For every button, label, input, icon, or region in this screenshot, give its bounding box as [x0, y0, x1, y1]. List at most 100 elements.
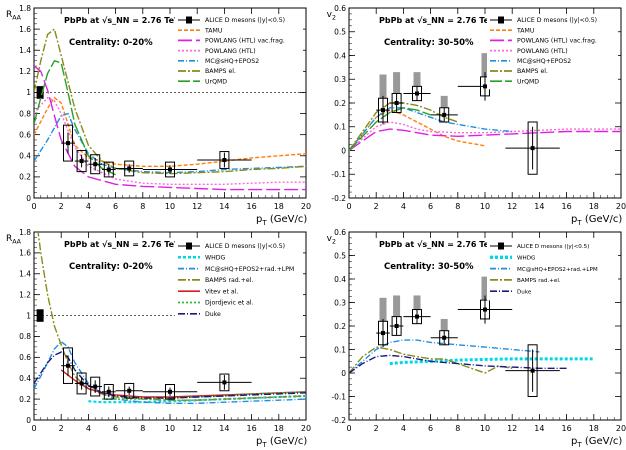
collision-energy-label: √s_NN = 2.76 TeV: [102, 240, 181, 249]
x-tick-label: 6: [428, 424, 433, 433]
legend-label: POWLANG (HTL): [517, 48, 568, 55]
y-tick-label: 0.4: [334, 51, 346, 60]
y-tick-label: 0: [26, 194, 31, 203]
y-tick-label: 1.4: [19, 46, 31, 55]
collision-system-label: PbPb at √s_NN = 2.76 TeV: [379, 240, 496, 249]
x-tick-label: 8: [455, 424, 460, 433]
series-curve-bamps-el-: [349, 102, 459, 151]
data-point: [394, 101, 399, 105]
series-curve-whdg: [389, 357, 594, 366]
x-tick-label: 0: [346, 202, 351, 211]
legend-label: POWLANG (HTL) vac.frag.: [517, 38, 597, 45]
data-point: [168, 389, 172, 394]
x-tick-label: 4: [401, 424, 406, 433]
alice-data: [376, 53, 560, 175]
x-tick-label: 4: [86, 202, 91, 211]
y-tick-label: 0.1: [334, 345, 346, 354]
legend-label: Vitev et al.: [205, 288, 238, 295]
alice-data: [61, 347, 252, 400]
data-point: [66, 363, 70, 368]
data-point: [530, 368, 535, 373]
x-tick-label: 16: [247, 424, 257, 433]
series-curve-powlang-htl-: [349, 121, 621, 152]
x-tick-label: 12: [507, 202, 517, 211]
legend-label: MC@sHQ+EPOS2+rad.+LPM: [517, 267, 598, 273]
x-tick-label: 6: [113, 202, 118, 211]
data-point: [381, 331, 385, 336]
centrality-label: Centrality: 30-50%: [384, 38, 474, 48]
x-tick-label: 8: [140, 424, 145, 433]
y-tick-label: 0.2: [334, 322, 346, 331]
legend-label: BAMPS el.: [517, 68, 548, 75]
chart-panel-top-left: 0 2 4 6 8 10 12 14 16 18 20 0 0.2 0.4 0.6 0.8 1 1.2 1.4 1.6…: [6, 4, 311, 227]
feed-down-uncertainty-band: [393, 295, 401, 317]
data-point: [530, 146, 535, 151]
data-point: [394, 324, 399, 328]
data-point: [106, 389, 111, 394]
data-point: [483, 84, 487, 89]
x-axis-label: pT (GeV/c): [256, 214, 307, 227]
legend-label: UrQMD: [517, 78, 539, 85]
feed-down-uncertainty-band: [440, 318, 448, 331]
y-tick-label: 0.4: [334, 275, 346, 284]
y-tick-label: -0.1: [331, 392, 346, 401]
y-tick-label: 0.6: [334, 4, 346, 13]
data-point: [222, 380, 227, 385]
x-tick-label: 16: [562, 424, 572, 433]
series-curve-mc-shq-epos2-rad-lpm: [349, 339, 540, 374]
x-tick-label: 20: [301, 202, 311, 211]
y-tick-label: 0.5: [334, 28, 346, 37]
y-tick-label: 0.6: [19, 130, 31, 139]
collision-energy-label: √s_NN = 2.76 TeV: [102, 16, 181, 25]
x-axis-label: pT (GeV/c): [256, 436, 307, 449]
series-curve-duke: [34, 351, 306, 399]
y-tick-label: 0: [341, 146, 346, 155]
y-tick-label: 1: [26, 311, 31, 320]
x-tick-label: 6: [113, 424, 118, 433]
data-point: [127, 166, 132, 171]
series-curve-tamu: [349, 109, 486, 151]
x-tick-label: 4: [86, 424, 91, 433]
y-tick-label: 0.6: [19, 353, 31, 362]
data-point: [79, 159, 84, 164]
legend-label: Duke: [517, 289, 532, 295]
data-point: [93, 384, 98, 389]
y-tick-label: 1.4: [19, 270, 31, 279]
y-tick-label: 1.8: [19, 4, 31, 13]
feed-down-uncertainty-band: [440, 95, 448, 108]
data-point: [442, 112, 447, 117]
collision-system-label: PbPb at √s_NN = 2.76 TeV: [64, 240, 181, 249]
y-tick-label: 0: [26, 416, 31, 425]
legend-label: MC@sHQ+EPOS2: [205, 57, 259, 65]
y-tick-label: -0.2: [331, 416, 346, 425]
data-point: [415, 91, 419, 96]
y-tick-label: 0.5: [334, 251, 346, 260]
legend-label: POWLANG (HTL): [205, 48, 256, 55]
y-tick-label: 0.2: [334, 99, 346, 108]
x-tick-label: 2: [59, 424, 64, 433]
legend-label-data: ALICE D mesons (|y|<0.5): [205, 17, 285, 24]
series-curve-powlang-htl-vac-frag-: [349, 128, 621, 152]
data-point: [483, 307, 487, 312]
x-tick-label: 20: [301, 424, 311, 433]
legend-label: UrQMD: [205, 78, 227, 85]
x-tick-label: 2: [59, 202, 64, 211]
collision-system-label: PbPb at √s_NN = 2.76 TeV: [64, 16, 181, 25]
y-tick-label: 0.8: [19, 332, 31, 341]
legend-label: TAMU: [204, 27, 222, 34]
x-tick-label: 12: [507, 424, 517, 433]
y-axis-label: v2: [327, 10, 336, 22]
legend-label: BAMPS rad.+el.: [205, 277, 253, 284]
normalization-uncertainty-box: [36, 309, 44, 322]
legend-label: Djordjevic et al.: [205, 300, 254, 307]
legend-label: WHDG: [517, 256, 535, 262]
data-point: [79, 381, 84, 386]
chart-panel-top-right: 0 2 4 6 8 10 12 14 16 18 20 -0.2 -0.1 0 0.1 0.2 0.3 0.4 0.…: [327, 4, 626, 227]
y-axis-label: v2: [327, 234, 336, 246]
feed-down-uncertainty-band: [413, 295, 421, 310]
data-point: [66, 141, 70, 146]
x-tick-label: 10: [480, 424, 490, 433]
data-point: [106, 167, 111, 172]
data-point: [442, 335, 447, 340]
